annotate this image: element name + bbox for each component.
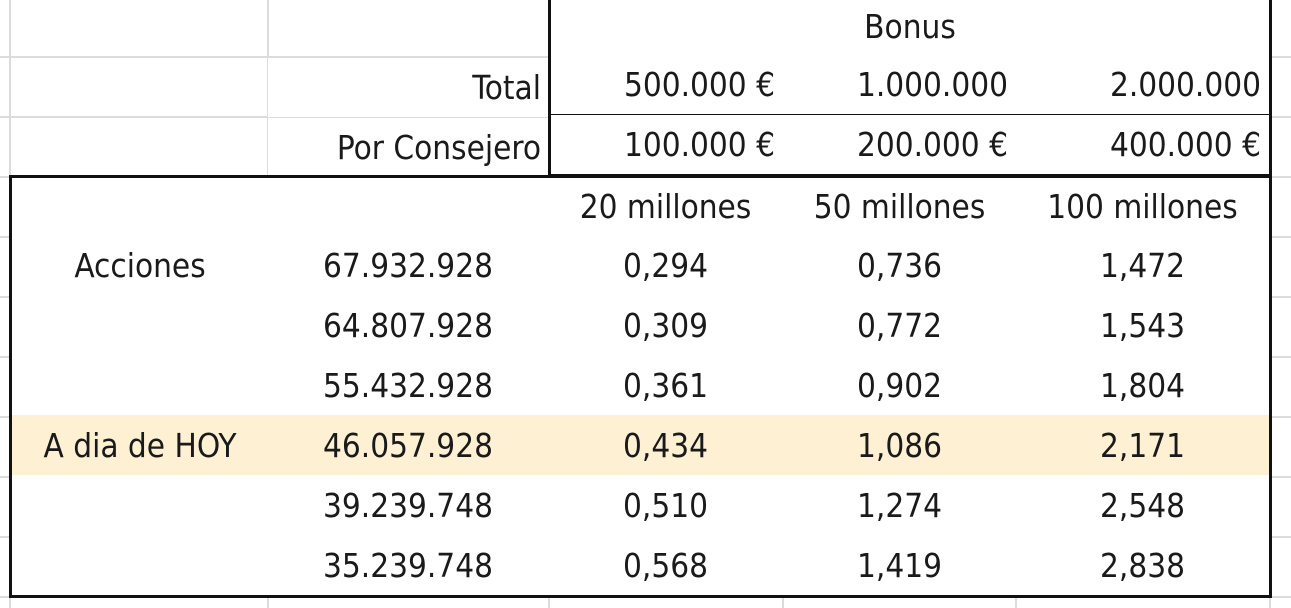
scenario-label: 50 millones [813, 187, 986, 226]
row-label-cell[interactable]: Acciones [9, 235, 271, 298]
value: 1,274 [857, 485, 942, 525]
value: 0,772 [857, 305, 942, 345]
value-cell[interactable]: 0,361 [548, 355, 786, 418]
value-cell[interactable]: 0,772 [783, 295, 1019, 358]
acciones-value: 64.807.928 [323, 305, 493, 345]
value-cell[interactable]: 0,568 [548, 535, 786, 598]
value: 2,171 [1100, 425, 1185, 465]
row-label-cell[interactable]: A dia de HOY [9, 415, 271, 478]
scenario-label: 100 millones [1047, 187, 1238, 226]
value: 1,086 [857, 425, 942, 465]
row-label: A dia de HOY [43, 425, 237, 465]
value-cell[interactable]: 0,434 [548, 415, 786, 478]
acciones-cell[interactable]: 46.057.928 [268, 415, 551, 478]
value-cell[interactable]: 0,294 [548, 235, 786, 298]
total-value-cell[interactable]: 2.000.000 [1016, 55, 1272, 117]
total-value-cell[interactable]: 500.000 € [548, 55, 786, 117]
por-consejero-value-cell[interactable]: 200.000 € [783, 115, 1019, 177]
por-consejero-value: 400.000 € [1109, 125, 1261, 164]
por-consejero-value-cell[interactable]: 400.000 € [1016, 115, 1272, 177]
por-consejero-label-cell[interactable]: Por Consejero [268, 118, 549, 176]
value: 0,309 [623, 305, 708, 345]
scenario-label-cell[interactable]: 100 millones [1016, 175, 1272, 238]
por-consejero-label: Por Consejero [336, 127, 541, 167]
value: 1,804 [1100, 365, 1185, 405]
value: 1,543 [1100, 305, 1185, 345]
bonus-header-cell[interactable]: Bonus [548, 0, 1272, 58]
value: 1,419 [857, 545, 942, 585]
total-value: 500.000 € [623, 65, 775, 104]
value-cell[interactable]: 1,419 [783, 535, 1019, 598]
value: 0,736 [857, 245, 942, 285]
acciones-value: 39.239.748 [323, 485, 493, 525]
value: 0,510 [623, 485, 708, 525]
acciones-cell[interactable]: 55.432.928 [268, 355, 551, 418]
total-value: 1.000.000 [856, 65, 1008, 104]
empty-cell[interactable] [268, 175, 551, 238]
value-cell[interactable]: 0,510 [548, 475, 786, 538]
value-cell[interactable]: 2,838 [1016, 535, 1272, 598]
empty-cell[interactable] [9, 175, 271, 238]
total-label-cell[interactable]: Total [268, 58, 549, 117]
acciones-cell[interactable]: 39.239.748 [268, 475, 551, 538]
value: 0,361 [623, 365, 708, 405]
value-cell[interactable]: 0,736 [783, 235, 1019, 298]
total-value-cell[interactable]: 1.000.000 [783, 55, 1019, 117]
por-consejero-value: 200.000 € [856, 125, 1008, 164]
value-cell[interactable]: 1,804 [1016, 355, 1272, 418]
acciones-cell[interactable]: 64.807.928 [268, 295, 551, 358]
bonus-label: Bonus [864, 6, 956, 46]
value-cell[interactable]: 2,548 [1016, 475, 1272, 538]
por-consejero-value-cell[interactable]: 100.000 € [548, 115, 786, 177]
acciones-cell[interactable]: 67.932.928 [268, 235, 551, 298]
value-cell[interactable]: 1,086 [783, 415, 1019, 478]
value-cell[interactable]: 0,309 [548, 295, 786, 358]
acciones-value: 35.239.748 [323, 545, 493, 585]
scenario-label-cell[interactable]: 50 millones [783, 175, 1019, 238]
value: 2,548 [1100, 485, 1185, 525]
total-value: 2.000.000 [1109, 65, 1261, 104]
value: 1,472 [1100, 245, 1185, 285]
value: 0,294 [623, 245, 708, 285]
por-consejero-value: 100.000 € [623, 125, 775, 164]
value-cell[interactable]: 1,543 [1016, 295, 1272, 358]
acciones-value: 55.432.928 [323, 365, 493, 405]
value-cell[interactable]: 1,274 [783, 475, 1019, 538]
total-label: Total [472, 68, 541, 107]
value: 0,568 [623, 545, 708, 585]
acciones-value: 46.057.928 [323, 425, 493, 465]
acciones-cell[interactable]: 35.239.748 [268, 535, 551, 598]
value: 2,838 [1100, 545, 1185, 585]
value-cell[interactable]: 0,902 [783, 355, 1019, 418]
scenario-label: 20 millones [579, 187, 752, 226]
scenario-label-cell[interactable]: 20 millones [548, 175, 786, 238]
row-label-cell[interactable] [9, 355, 271, 418]
row-label-cell[interactable] [9, 295, 271, 358]
row-label: Acciones [74, 245, 206, 285]
value: 0,434 [623, 425, 708, 465]
row-label-cell[interactable] [9, 475, 271, 538]
acciones-value: 67.932.928 [323, 245, 493, 285]
value-cell[interactable]: 1,472 [1016, 235, 1272, 298]
row-label-cell[interactable] [9, 535, 271, 598]
value-cell[interactable]: 2,171 [1016, 415, 1272, 478]
value: 0,902 [857, 365, 942, 405]
